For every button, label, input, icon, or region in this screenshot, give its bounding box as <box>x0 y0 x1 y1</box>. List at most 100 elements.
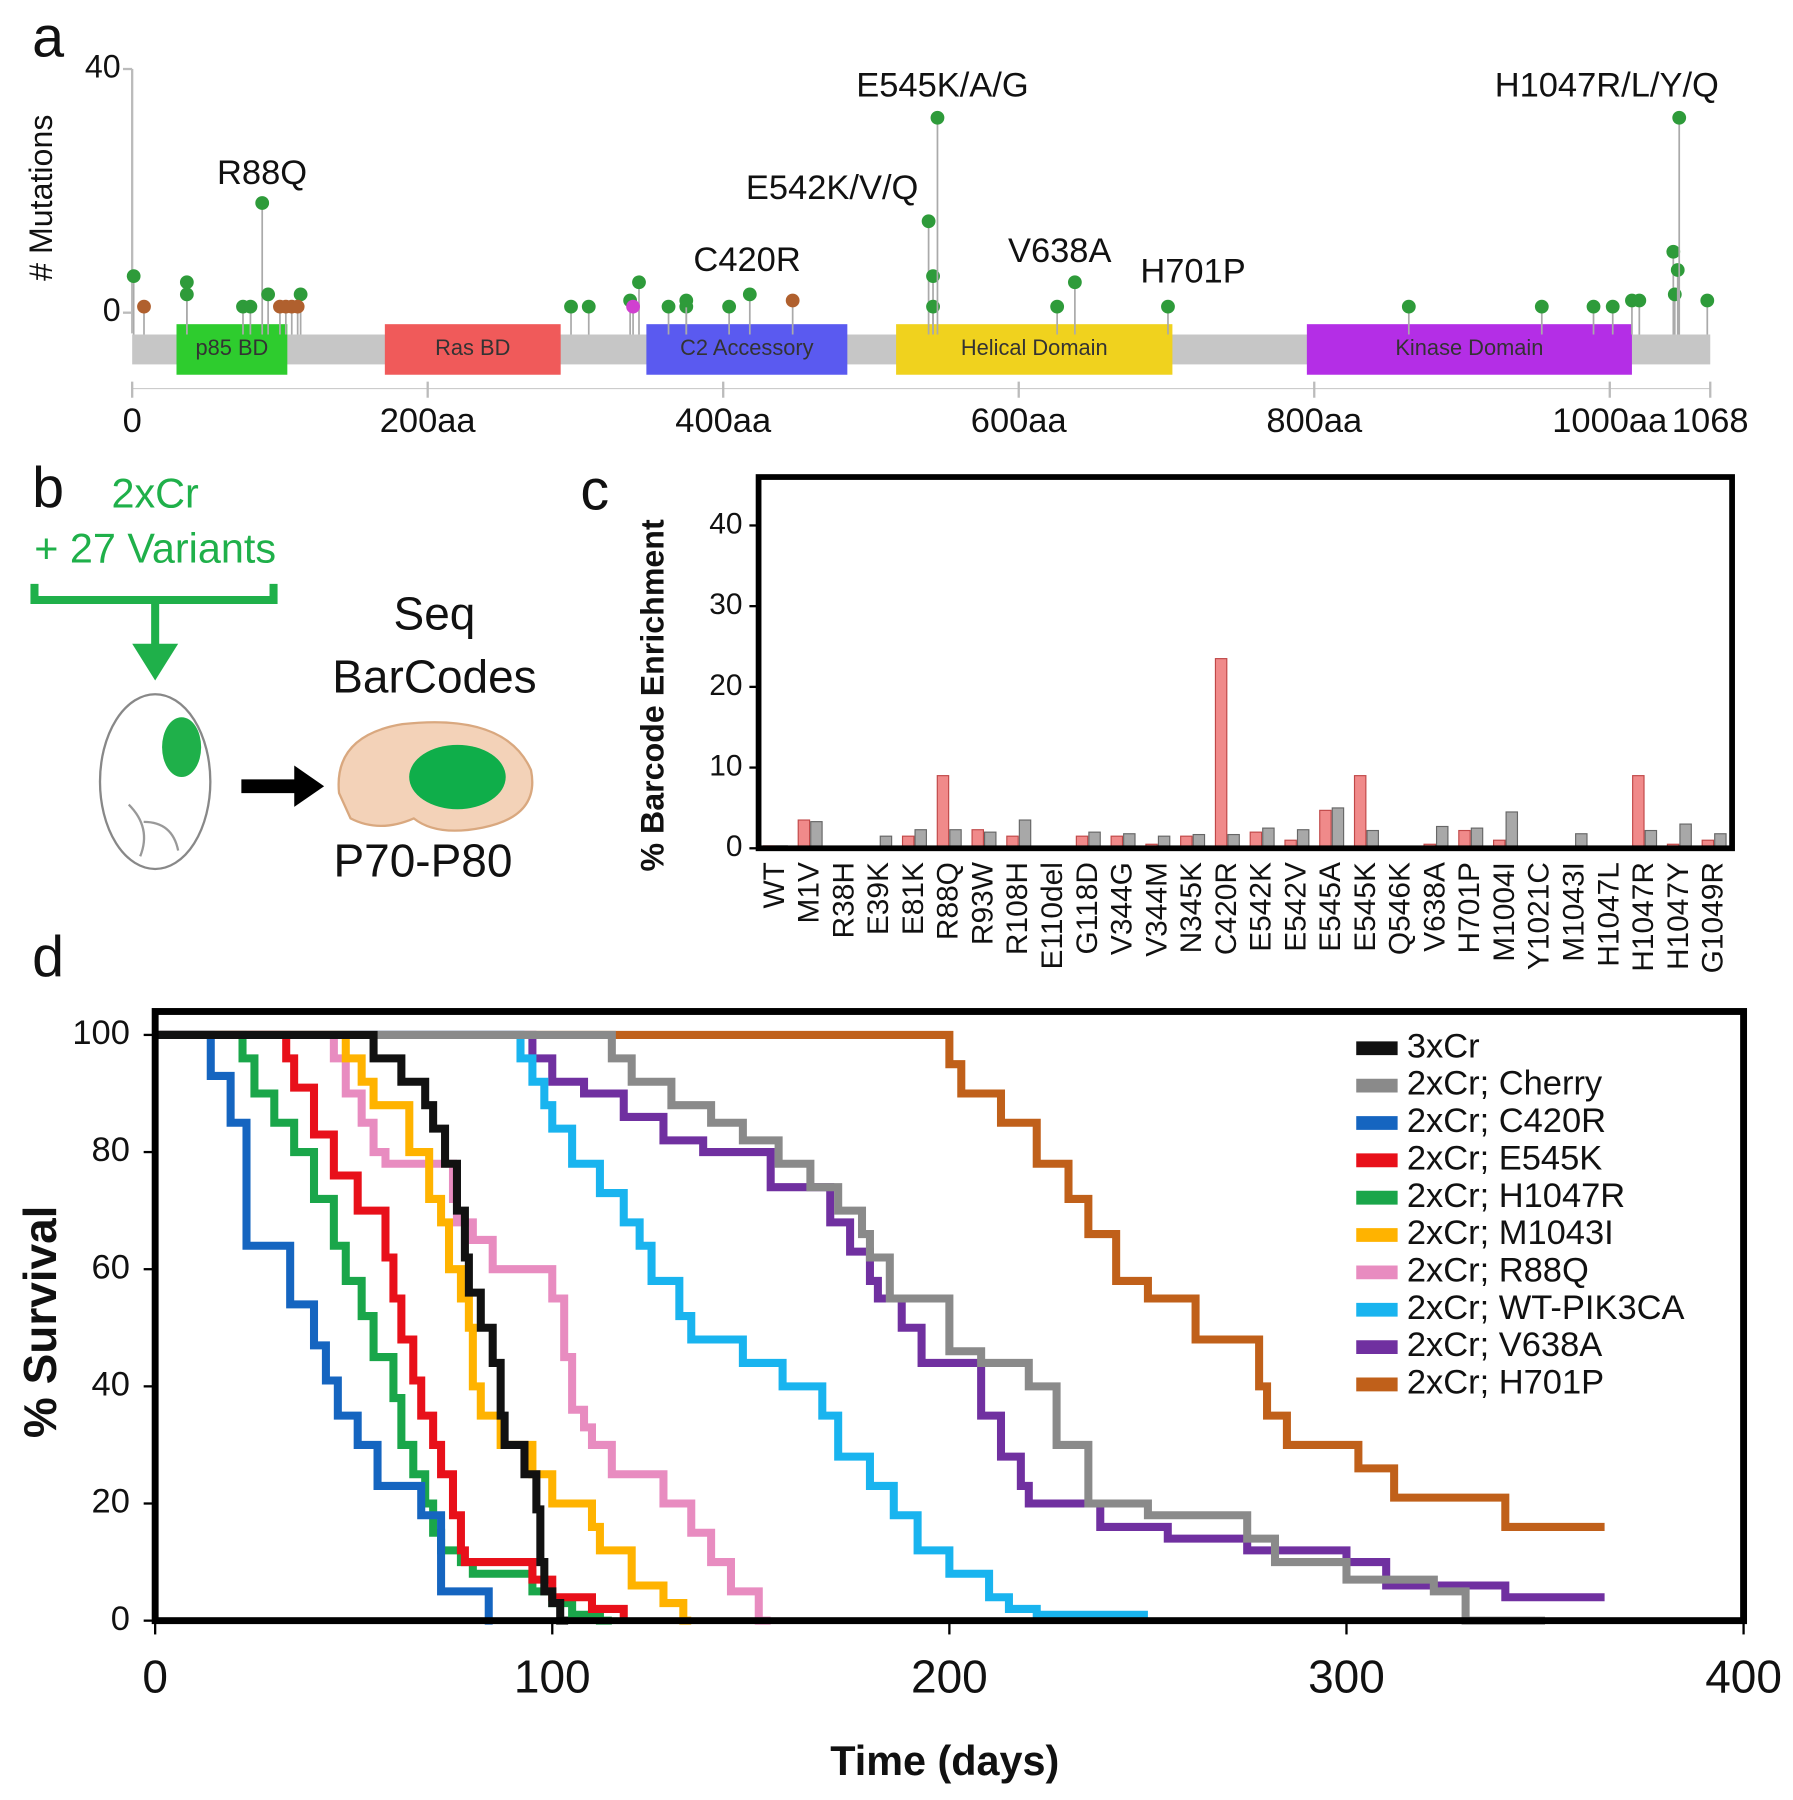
x-tick-label: 1000aa <box>1552 402 1668 440</box>
legend-label: 2xCr; C420R <box>1407 1102 1606 1140</box>
arrow-head <box>294 765 325 807</box>
x-tick-label: WT <box>758 862 791 908</box>
lollipop-head <box>661 299 676 314</box>
y-tick-label: 100 <box>72 1014 130 1052</box>
domain <box>896 324 1173 375</box>
domain-label: C2 Accessory <box>680 335 814 360</box>
x-tick-label: R88Q <box>932 862 965 940</box>
diagram-text: P70-P80 <box>334 835 513 887</box>
plot-frame <box>755 474 1735 852</box>
survival-curve <box>155 1030 1546 1625</box>
domain-label: Kinase Domain <box>1395 335 1543 360</box>
lollipop-head <box>255 196 270 210</box>
x-tick-label: 1068 <box>1672 402 1749 440</box>
x-tick-label: E542V <box>1279 862 1312 952</box>
legend-label: 2xCr; E545K <box>1407 1139 1602 1177</box>
x-tick-label: R38H <box>827 862 860 938</box>
y-tick-label: 60 <box>92 1248 130 1286</box>
diagram-text: 2xCr <box>111 470 199 516</box>
x-tick-label: 400 <box>1705 1651 1782 1703</box>
survival-curve <box>155 1030 612 1625</box>
annotation: V638A <box>1008 232 1112 270</box>
domain-label: p85 BD <box>196 335 269 360</box>
x-tick-label: H701P <box>1453 862 1486 953</box>
x-tick-label: M1V <box>793 862 826 924</box>
legend-label: 2xCr; WT-PIK3CA <box>1407 1289 1685 1327</box>
lollipop-head <box>742 287 757 302</box>
x-tick-label: 600aa <box>971 402 1068 440</box>
x-tick-label: V344M <box>1140 862 1173 957</box>
lollipop-head <box>1401 299 1416 314</box>
lollipop-head <box>632 275 646 290</box>
lollipop-head <box>1605 299 1620 314</box>
y-tick-label: 0 <box>103 292 121 328</box>
x-tick-label: G1049R <box>1697 862 1730 973</box>
bar <box>1353 775 1367 849</box>
domain-label: Ras BD <box>435 335 510 360</box>
annotation: H701P <box>1140 253 1245 291</box>
x-tick-label: Q546K <box>1384 862 1417 955</box>
lollipop-head <box>1700 293 1715 308</box>
bar <box>1331 807 1345 849</box>
diagram-text: BarCodes <box>332 651 536 703</box>
lollipop-head <box>926 299 940 314</box>
bar <box>1214 658 1228 849</box>
lollipop-head <box>1632 293 1647 308</box>
annotation: C420R <box>693 241 800 279</box>
panel-label: a <box>32 6 64 70</box>
lollipop-head <box>1050 299 1065 314</box>
annotation: H1047R/L/Y/Q <box>1495 67 1719 105</box>
x-tick-label: 0 <box>123 402 142 440</box>
x-tick-label: 100 <box>514 1651 591 1703</box>
legend-label: 2xCr; H1047R <box>1407 1177 1625 1215</box>
lollipop-head <box>1666 244 1681 259</box>
y-tick-label: 10 <box>709 749 742 782</box>
x-tick-label: 200 <box>911 1651 988 1703</box>
lollipop-head <box>679 293 694 308</box>
x-tick-label: 400aa <box>675 402 772 440</box>
legend-label: 3xCr <box>1407 1027 1480 1065</box>
lollipop-head <box>564 299 578 314</box>
annotation: E545K/A/G <box>856 67 1028 105</box>
lollipop-head <box>1586 299 1601 314</box>
x-tick-label: E39K <box>862 862 895 935</box>
y-tick-label: 20 <box>92 1483 130 1521</box>
x-tick-label: M1004I <box>1488 862 1521 962</box>
lollipop-head <box>581 299 596 314</box>
y-axis-label: % Survival <box>14 1206 66 1439</box>
lollipop-head <box>261 287 276 302</box>
bar <box>1632 775 1645 849</box>
domain <box>384 324 561 375</box>
x-tick-label: E81K <box>897 862 930 935</box>
x-tick-label: E545A <box>1314 862 1347 952</box>
x-tick-label: 800aa <box>1266 402 1363 440</box>
x-tick-label: E545K <box>1349 862 1382 952</box>
diagram: 2xCr + 27 Variants Seq BarCodes P70-P80 <box>30 470 537 887</box>
survival-curve <box>155 1030 771 1625</box>
lollipop-head <box>722 299 737 314</box>
lollipop-head <box>179 275 194 290</box>
legend-label: 2xCr; Cherry <box>1407 1065 1603 1103</box>
bar <box>1679 823 1692 849</box>
x-tick-label: 200aa <box>380 402 477 440</box>
bar <box>1505 811 1519 849</box>
diagram-text: Seq <box>394 587 476 639</box>
embryo <box>98 693 212 871</box>
y-tick-label: 80 <box>92 1131 130 1169</box>
x-tick-label: 0 <box>142 1651 168 1703</box>
y-tick-label: 0 <box>726 830 743 863</box>
x-axis-label: Time (days) <box>830 1738 1059 1784</box>
bar <box>1262 827 1275 849</box>
y-tick-label: 40 <box>92 1365 130 1403</box>
lollipop-head <box>1672 110 1687 125</box>
y-tick-label: 40 <box>85 49 121 85</box>
domain <box>646 324 848 375</box>
survival-curve <box>155 1030 1148 1619</box>
x-tick-label: C420R <box>1210 862 1243 955</box>
y-axis-label: % Barcode Enrichment <box>635 519 671 871</box>
survival-curve <box>155 1030 493 1625</box>
injection-site <box>162 717 202 778</box>
bar <box>1018 819 1032 849</box>
y-tick-label: 40 <box>709 507 742 540</box>
